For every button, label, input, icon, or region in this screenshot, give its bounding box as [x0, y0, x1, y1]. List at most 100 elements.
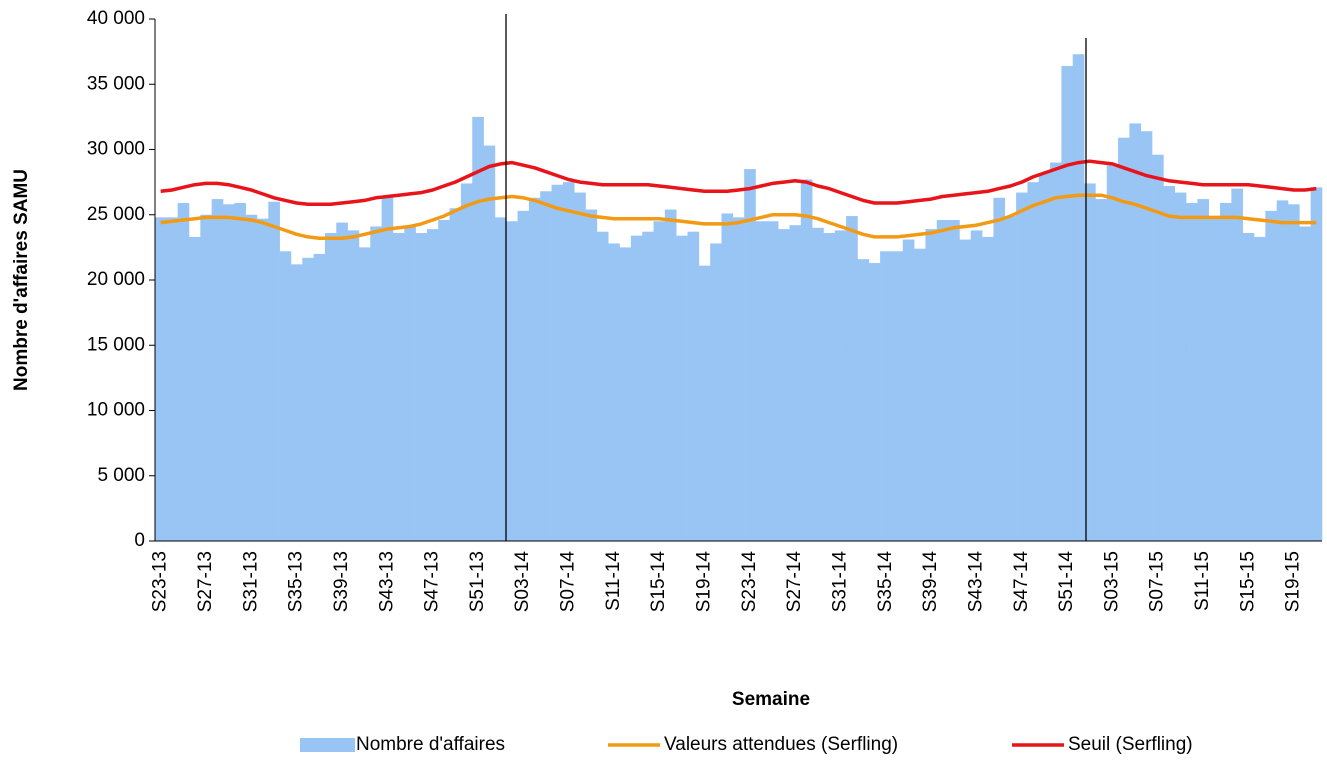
- bar: [336, 222, 348, 541]
- bar: [222, 204, 235, 541]
- x-tick-label: S35-14: [875, 551, 896, 613]
- y-tick-label: 25 000: [87, 204, 145, 225]
- bar: [744, 169, 756, 541]
- x-tick-label: S07-14: [558, 551, 579, 613]
- bar: [1140, 131, 1153, 542]
- x-tick-label: S31-14: [829, 551, 850, 613]
- bar: [925, 229, 938, 542]
- bar: [1095, 199, 1108, 541]
- bar: [392, 233, 405, 541]
- y-tick-label: 30 000: [87, 139, 145, 160]
- plot-area: [155, 54, 1323, 542]
- bar: [721, 213, 734, 541]
- bar: [1254, 236, 1266, 541]
- bar: [1072, 54, 1085, 542]
- bar: [642, 231, 654, 541]
- legend-label: Seuil (Serfling): [1068, 734, 1193, 755]
- bar: [370, 226, 382, 541]
- bar: [868, 263, 881, 541]
- x-tick-label: S19-15: [1283, 551, 1304, 612]
- legend-label: Nombre d'affaires: [356, 734, 505, 755]
- bar: [449, 208, 462, 541]
- x-tick-label: S03-15: [1101, 551, 1122, 612]
- bar: [1197, 199, 1209, 541]
- x-tick-label: S43-13: [376, 551, 397, 612]
- bar: [268, 201, 280, 541]
- bar: [1288, 204, 1300, 541]
- bar: [551, 184, 564, 542]
- x-tick-label: S51-14: [1056, 551, 1077, 613]
- x-tick-label: S31-13: [240, 551, 261, 612]
- x-tick-label: S39-13: [331, 551, 352, 612]
- y-tick-label: 10 000: [87, 400, 145, 421]
- bar: [460, 183, 473, 541]
- bar: [800, 179, 813, 541]
- bar: [574, 192, 586, 541]
- bar: [608, 243, 620, 541]
- bar: [982, 236, 994, 541]
- bar: [914, 248, 926, 541]
- bar: [846, 216, 858, 541]
- x-tick-label: S43-14: [965, 551, 986, 613]
- y-axis-title: Nombre d'affaires SAMU: [11, 169, 32, 391]
- bar: [970, 230, 983, 541]
- bar: [313, 253, 326, 541]
- bar: [1027, 182, 1040, 541]
- x-tick-label: S47-13: [422, 551, 443, 612]
- bar: [1152, 154, 1164, 541]
- bar: [596, 231, 609, 541]
- bar: [948, 219, 960, 541]
- x-tick-label: S27-14: [784, 551, 805, 613]
- bar: [1174, 192, 1187, 541]
- bar: [1265, 210, 1277, 541]
- bar: [1208, 218, 1221, 542]
- x-tick-label: S15-15: [1237, 551, 1258, 612]
- bar: [483, 145, 496, 541]
- bar: [188, 236, 201, 541]
- bar: [494, 217, 507, 542]
- bar: [653, 221, 666, 541]
- bar: [426, 229, 439, 542]
- bar: [1220, 203, 1232, 541]
- bar: [1084, 183, 1096, 541]
- bar: [540, 191, 552, 541]
- x-tick-label: S27-13: [195, 551, 216, 612]
- bar: [993, 197, 1006, 541]
- bar: [880, 251, 892, 542]
- bar: [279, 251, 292, 542]
- bar: [234, 203, 246, 541]
- x-tick-label: S07-15: [1147, 551, 1168, 612]
- bar: [823, 233, 836, 541]
- bar: [1276, 200, 1289, 541]
- bar: [517, 210, 530, 541]
- bar: [959, 239, 972, 542]
- y-tick-label: 35 000: [87, 73, 145, 94]
- bar: [256, 218, 269, 542]
- bar: [1310, 187, 1323, 541]
- bar: [404, 226, 416, 541]
- x-tick-label: S19-14: [694, 551, 715, 613]
- bar: [834, 230, 847, 541]
- bar: [347, 230, 360, 541]
- x-tick-label: S03-14: [512, 551, 533, 613]
- bar: [381, 196, 394, 542]
- y-tick-label: 40 000: [87, 8, 145, 29]
- bar: [211, 199, 224, 541]
- x-tick-label: S11-14: [603, 551, 624, 611]
- bar: [585, 209, 598, 541]
- bar: [1118, 137, 1130, 541]
- bar: [778, 229, 790, 542]
- bar: [1299, 226, 1311, 541]
- bar: [1106, 165, 1119, 541]
- bar: [358, 247, 371, 541]
- bar: [155, 217, 167, 542]
- bar: [472, 116, 484, 541]
- x-axis-title: Semaine: [732, 689, 810, 710]
- bar: [562, 182, 575, 541]
- bar: [766, 221, 779, 541]
- y-tick-label: 5 000: [97, 465, 145, 486]
- x-tick-label: S47-14: [1011, 551, 1032, 613]
- bar: [710, 243, 722, 541]
- bar: [1050, 162, 1062, 542]
